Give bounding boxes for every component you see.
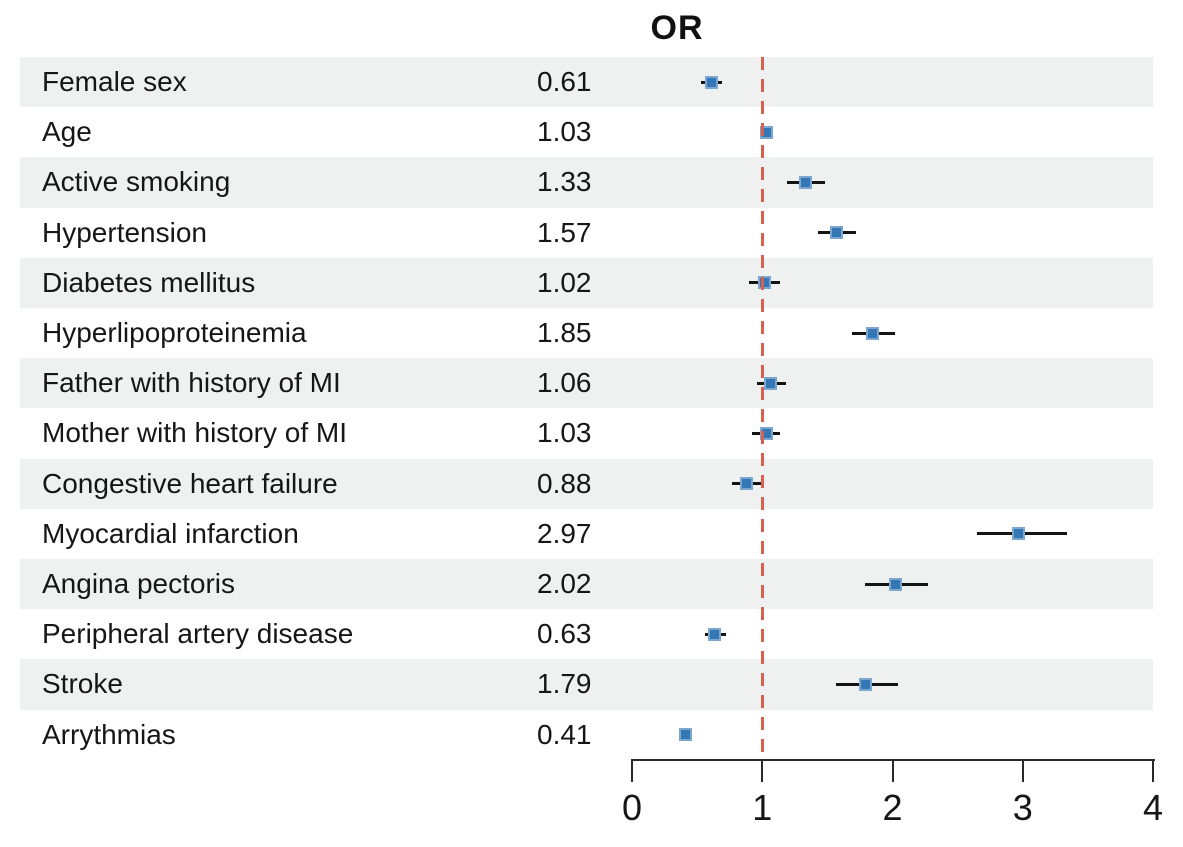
x-tick-label: 4 bbox=[1142, 787, 1164, 828]
row-label: Father with history of MI bbox=[42, 367, 341, 399]
row-label: Hypertension bbox=[42, 216, 207, 248]
row-or-value: 2.02 bbox=[537, 568, 592, 600]
row-or-value: 0.88 bbox=[537, 467, 592, 499]
or-marker bbox=[888, 577, 902, 591]
row-or-value: 1.06 bbox=[537, 367, 592, 399]
row-label: Myocardial infarction bbox=[42, 517, 299, 549]
x-tick-label: 1 bbox=[752, 787, 773, 828]
row-label: Diabetes mellitus bbox=[42, 266, 256, 298]
row-stripe bbox=[20, 257, 1153, 308]
row-or-value: 1.57 bbox=[537, 216, 592, 248]
x-axis-tick bbox=[631, 759, 633, 782]
row-or-value: 0.41 bbox=[537, 718, 592, 750]
row-stripe bbox=[20, 659, 1153, 710]
reference-line bbox=[760, 57, 764, 757]
row-or-value: 1.03 bbox=[537, 116, 592, 148]
or-marker bbox=[858, 678, 872, 691]
row-or-value: 1.85 bbox=[537, 317, 592, 349]
or-marker bbox=[707, 627, 721, 641]
row-or-value: 2.97 bbox=[537, 517, 592, 549]
row-stripe bbox=[20, 458, 1153, 509]
row-or-value: 0.63 bbox=[537, 618, 592, 650]
row-label: Female sex bbox=[42, 66, 187, 98]
or-marker bbox=[763, 376, 777, 390]
or-marker bbox=[1012, 527, 1026, 541]
chart-title: OR bbox=[650, 9, 704, 47]
row-label: Active smoking bbox=[42, 166, 231, 198]
row-stripe bbox=[20, 559, 1153, 610]
row-label: Mother with history of MI bbox=[42, 417, 347, 449]
or-marker bbox=[704, 75, 718, 89]
or-marker bbox=[678, 728, 692, 742]
or-marker bbox=[798, 176, 812, 189]
row-label: Age bbox=[42, 116, 92, 148]
x-axis-line bbox=[632, 759, 1155, 761]
row-label: Peripheral artery disease bbox=[42, 618, 354, 650]
x-axis-tick bbox=[1021, 759, 1024, 782]
row-label: Arrythmias bbox=[42, 718, 176, 750]
row-stripe bbox=[20, 157, 1153, 208]
x-axis-tick bbox=[761, 759, 764, 782]
row-or-value: 1.33 bbox=[537, 166, 592, 198]
row-label: Congestive heart failure bbox=[42, 467, 338, 499]
x-tick-label: 0 bbox=[621, 787, 643, 828]
row-or-value: 0.61 bbox=[537, 66, 592, 98]
row-or-value: 1.02 bbox=[537, 266, 592, 298]
x-tick-label: 3 bbox=[1012, 787, 1033, 828]
row-or-value: 1.79 bbox=[537, 668, 592, 700]
or-marker bbox=[866, 326, 880, 340]
row-label: Hyperlipoproteinemia bbox=[42, 317, 307, 349]
or-marker bbox=[740, 477, 754, 491]
x-axis-tick bbox=[891, 759, 894, 782]
row-stripe bbox=[20, 358, 1153, 409]
or-marker bbox=[829, 226, 843, 240]
x-tick-label: 2 bbox=[882, 787, 903, 828]
x-axis-tick bbox=[1152, 759, 1154, 782]
row-or-value: 1.03 bbox=[537, 417, 592, 449]
row-label: Stroke bbox=[42, 668, 123, 700]
row-label: Angina pectoris bbox=[42, 568, 236, 600]
row-stripe bbox=[20, 57, 1153, 108]
